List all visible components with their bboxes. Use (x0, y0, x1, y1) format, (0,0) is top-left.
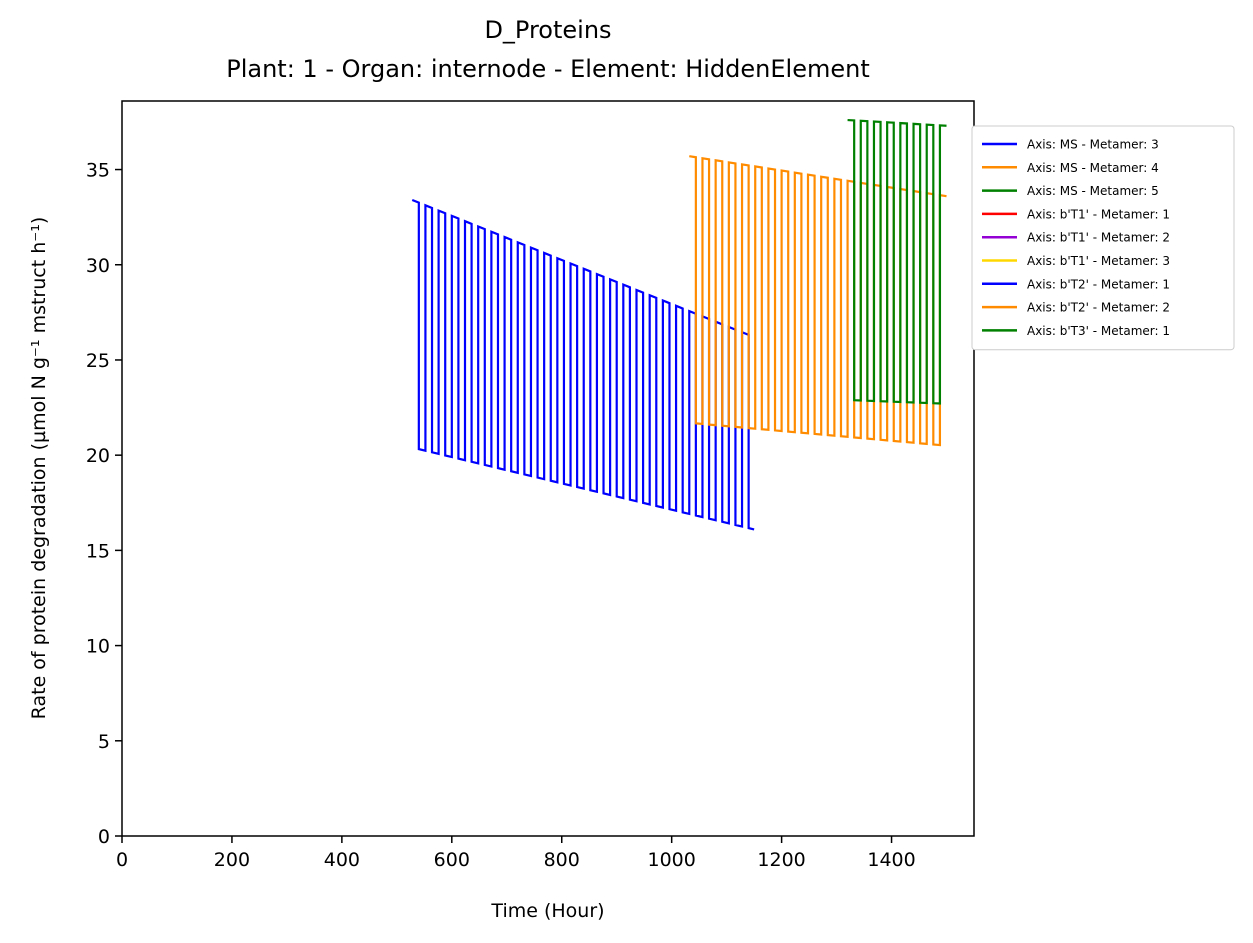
legend: Axis: MS - Metamer: 3 Axis: MS - Metamer:… (971, 125, 1235, 351)
x-tick-label: 400 (324, 849, 360, 871)
chart-subtitle: Plant: 1 - Organ: internode - Element: H… (226, 55, 870, 83)
legend-label: Axis: MS - Metamer: 5 (1027, 184, 1159, 198)
series-line (411, 198, 755, 531)
legend-label: Axis: b'T3' - Metamer: 1 (1027, 324, 1170, 338)
x-tick-label: 1000 (647, 849, 695, 871)
legend-label: Axis: MS - Metamer: 4 (1027, 161, 1159, 175)
axes (121, 100, 975, 837)
chart-title: D_Proteins (484, 16, 612, 44)
series-lines (411, 118, 947, 531)
legend-label: Axis: MS - Metamer: 3 (1027, 138, 1159, 152)
x-axis-ticks: 0 200 400 600 800 1000 1200 1400 (116, 836, 916, 871)
legend-box (971, 125, 1235, 351)
legend-label: Axis: b'T1' - Metamer: 1 (1027, 207, 1170, 221)
x-tick-label: 0 (116, 849, 128, 871)
y-tick-label: 0 (98, 826, 110, 848)
x-tick-label: 1200 (757, 849, 805, 871)
legend-label: Axis: b'T2' - Metamer: 1 (1027, 277, 1170, 291)
y-tick-label: 5 (98, 731, 110, 753)
y-tick-label: 25 (86, 350, 110, 372)
y-axis-ticks: 0 5 10 15 20 25 30 35 (86, 160, 122, 848)
x-tick-label: 200 (214, 849, 250, 871)
plot-frame (121, 100, 975, 837)
x-tick-label: 1400 (867, 849, 915, 871)
legend-label: Axis: b'T2' - Metamer: 2 (1027, 301, 1170, 315)
y-tick-label: 35 (86, 160, 110, 182)
x-tick-label: 600 (434, 849, 470, 871)
y-tick-label: 20 (86, 445, 110, 467)
series-line (847, 118, 947, 405)
y-tick-label: 30 (86, 255, 110, 277)
y-axis-label: Rate of protein degradation (µmol N g⁻¹ … (28, 217, 50, 720)
y-tick-label: 10 (86, 636, 110, 658)
x-tick-label: 800 (544, 849, 580, 871)
legend-label: Axis: b'T1' - Metamer: 2 (1027, 231, 1170, 245)
x-axis-label: Time (Hour) (490, 900, 604, 922)
y-tick-label: 15 (86, 540, 110, 562)
legend-label: Axis: b'T1' - Metamer: 3 (1027, 254, 1170, 268)
